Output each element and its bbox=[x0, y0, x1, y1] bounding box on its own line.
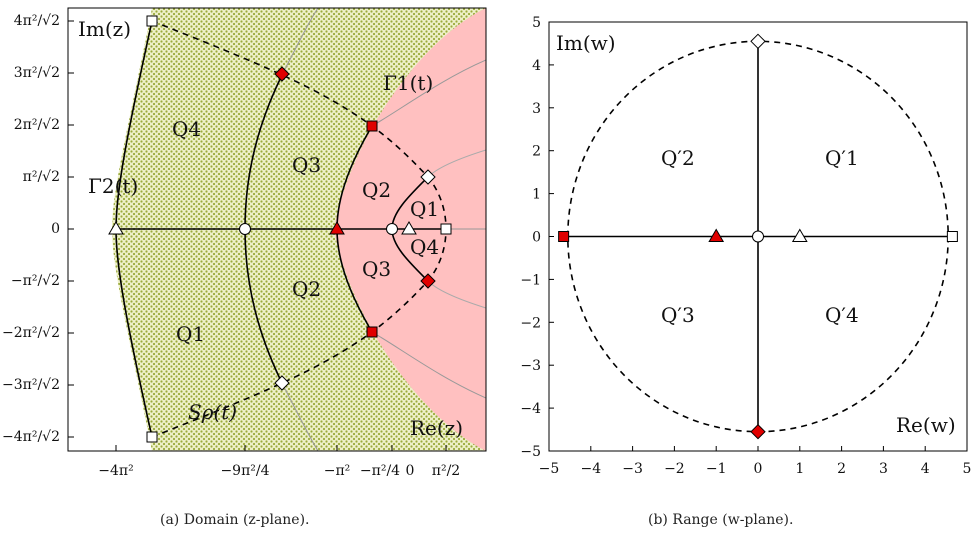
marker-red-triangle bbox=[708, 228, 725, 242]
region-q1-prime: Q′1 bbox=[825, 146, 859, 170]
y-tick-label: −5 bbox=[520, 444, 541, 460]
marker-red-diamond bbox=[274, 66, 290, 82]
x-tick-label: 1 bbox=[795, 461, 804, 477]
marker-white-diamond bbox=[420, 169, 436, 185]
x-tick-label: −9π²/4 bbox=[220, 463, 269, 479]
y-tick-label: −1 bbox=[520, 272, 541, 288]
y-tick-label: −3π²/√2 bbox=[2, 377, 60, 393]
y-tick-label: 0 bbox=[51, 221, 60, 237]
marker-white-square bbox=[440, 223, 452, 235]
y-tick-label: −4 bbox=[520, 401, 541, 417]
y-tick-label: 2π²/√2 bbox=[14, 117, 60, 133]
marker-red-diamond bbox=[750, 423, 766, 440]
region-q1-inner: Q1 bbox=[410, 197, 439, 221]
x-tick-label: 3 bbox=[879, 461, 888, 477]
marker-white-circle bbox=[239, 223, 251, 235]
region-q4-inner: Q4 bbox=[410, 235, 439, 259]
s-rho-label: Sρ(t) bbox=[188, 400, 237, 424]
marker-white-square bbox=[146, 15, 158, 27]
y-tick-label: −2 bbox=[520, 315, 541, 331]
s-rho-bottom bbox=[151, 228, 447, 438]
region-q2-outer: Q2 bbox=[292, 277, 321, 301]
panel-b-ticks: −5 5 −4 4 −3 3 −2 2 −1 1 0 0 1 −1 2 −2 3 −3 4 −4 5 −5 bbox=[520, 15, 971, 477]
re-w-label: Re(w) bbox=[896, 413, 956, 437]
region-q4-prime: Q′4 bbox=[825, 303, 859, 327]
region-q2-inner: Q2 bbox=[362, 178, 391, 202]
marker-white-circle bbox=[386, 223, 398, 235]
gamma2-label: Γ2(t) bbox=[88, 174, 138, 198]
x-tick-label: −π² bbox=[324, 463, 351, 479]
marker-white-triangle bbox=[791, 228, 808, 242]
marker-red-square bbox=[558, 231, 570, 242]
y-tick-label: −4π²/√2 bbox=[2, 429, 60, 445]
gamma1-label: Γ1(t) bbox=[383, 71, 433, 95]
x-tick-label: 2 bbox=[837, 461, 846, 477]
x-tick-label: −3 bbox=[622, 461, 643, 477]
marker-red-diamond bbox=[420, 273, 436, 289]
im-w-label: Im(w) bbox=[556, 31, 616, 55]
panel-a-domain: Q4 Q3 Q2 Q1 Q2 Q3 Q1 Q4 Γ1(t) Γ2(t) Sρ(t… bbox=[2, 7, 487, 479]
marker-red-triangle bbox=[329, 221, 345, 235]
panel-b-range: −5 5 −4 4 −3 3 −2 2 −1 1 0 0 1 −1 2 −2 3 −3 4 −4 5 −5 Q′2 Q′1… bbox=[520, 15, 971, 477]
region-q2-prime: Q′2 bbox=[661, 146, 695, 170]
y-tick-label: 3 bbox=[532, 101, 541, 117]
y-tick-label: −3 bbox=[520, 358, 541, 374]
marker-white-triangle bbox=[401, 221, 417, 235]
y-tick-label: 5 bbox=[532, 15, 541, 31]
x-tick-label: −5 bbox=[539, 461, 560, 477]
s-rho-top bbox=[151, 20, 447, 230]
im-z-label: Im(z) bbox=[78, 17, 131, 41]
region-q4-outer: Q4 bbox=[172, 117, 201, 141]
region-q3-outer: Q3 bbox=[292, 153, 321, 177]
y-tick-label: 4π²/√2 bbox=[14, 13, 60, 29]
x-tick-label: 0 bbox=[754, 461, 763, 477]
marker-red-square bbox=[366, 326, 378, 338]
x-tick-label: 0 bbox=[406, 463, 415, 479]
caption-b: (b) Range (w-plane). bbox=[648, 512, 794, 528]
y-tick-label: 3π²/√2 bbox=[14, 65, 60, 81]
y-tick-label: −π²/√2 bbox=[11, 273, 60, 289]
marker-white-circle bbox=[752, 230, 764, 243]
marker-white-triangle bbox=[108, 221, 124, 235]
x-tick-label: −2 bbox=[664, 461, 685, 477]
marker-white-diamond bbox=[750, 33, 766, 50]
y-tick-label: 4 bbox=[532, 58, 541, 74]
y-tick-label: −2π²/√2 bbox=[2, 325, 60, 341]
x-tick-label: −1 bbox=[706, 461, 727, 477]
marker-white-square bbox=[146, 431, 158, 443]
y-tick-label: 0 bbox=[532, 230, 541, 246]
region-q1-outer: Q1 bbox=[176, 322, 205, 346]
marker-white-square bbox=[946, 231, 958, 242]
panel-b-marks bbox=[558, 33, 958, 440]
marker-red-square bbox=[366, 120, 378, 132]
x-tick-label: −4π² bbox=[98, 463, 133, 479]
re-z-label: Re(z) bbox=[410, 416, 463, 440]
x-tick-label: −4 bbox=[580, 461, 601, 477]
x-tick-label: π²/2 bbox=[432, 463, 460, 479]
x-tick-label: 5 bbox=[963, 461, 971, 477]
x-tick-label: −π²/4 bbox=[360, 463, 400, 479]
y-tick-label: π²/√2 bbox=[23, 169, 60, 185]
region-q3-inner: Q3 bbox=[362, 257, 391, 281]
marker-white-diamond bbox=[274, 375, 290, 391]
region-q3-prime: Q′3 bbox=[661, 303, 695, 327]
caption-a: (a) Domain (z-plane). bbox=[160, 512, 310, 528]
x-tick-label: 4 bbox=[921, 461, 930, 477]
y-tick-label: 1 bbox=[532, 187, 541, 203]
y-tick-label: 2 bbox=[532, 144, 541, 160]
